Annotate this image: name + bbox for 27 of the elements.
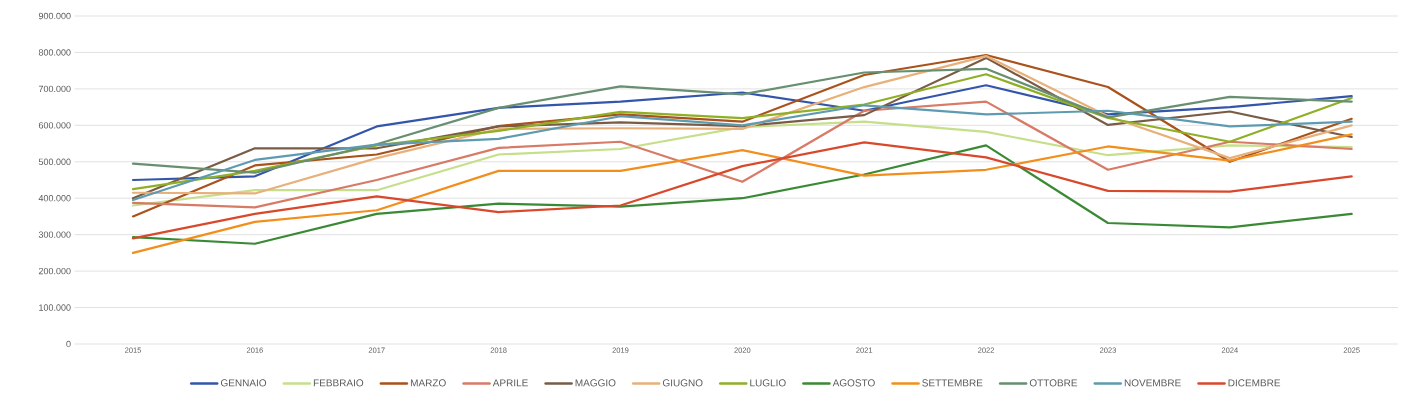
legend-label: OTTOBRE [1029,379,1078,387]
y-tick-label: 200.000 [38,267,71,275]
legend-label: AGOSTO [832,379,875,387]
legend-label: FEBBRAIO [313,379,364,387]
legend-label: SETTEMBRE [922,379,983,387]
y-tick-label: 700.000 [38,85,71,93]
y-tick-label: 600.000 [38,122,71,129]
line-series [131,67,1353,174]
line-series [131,120,1353,207]
legend-label: GENNAIO [220,379,267,387]
y-tick-label: 100.000 [39,304,71,311]
y-tick-label: 800.000 [38,49,71,56]
legend-label: DICEMBRE [1228,379,1281,387]
legend-label: LUGLIO [750,379,786,387]
y-tick-label: 900.000 [38,12,71,20]
legend-label: MAGGIO [575,379,616,387]
y-tick-label: 500.000 [38,158,71,165]
y-tick-label: 400.000 [38,195,71,202]
legend-label: GIUGNO [662,379,703,387]
line-series [131,73,1353,191]
legend-label: APRILE [492,379,528,387]
y-tick-label: 0 [66,340,71,348]
line-series [131,133,1353,254]
line-series [131,84,1353,182]
legend-label: NOVEMBRE [1124,379,1181,387]
y-tick-label: 300.000 [38,231,71,238]
legend-label: MARZO [410,379,446,387]
